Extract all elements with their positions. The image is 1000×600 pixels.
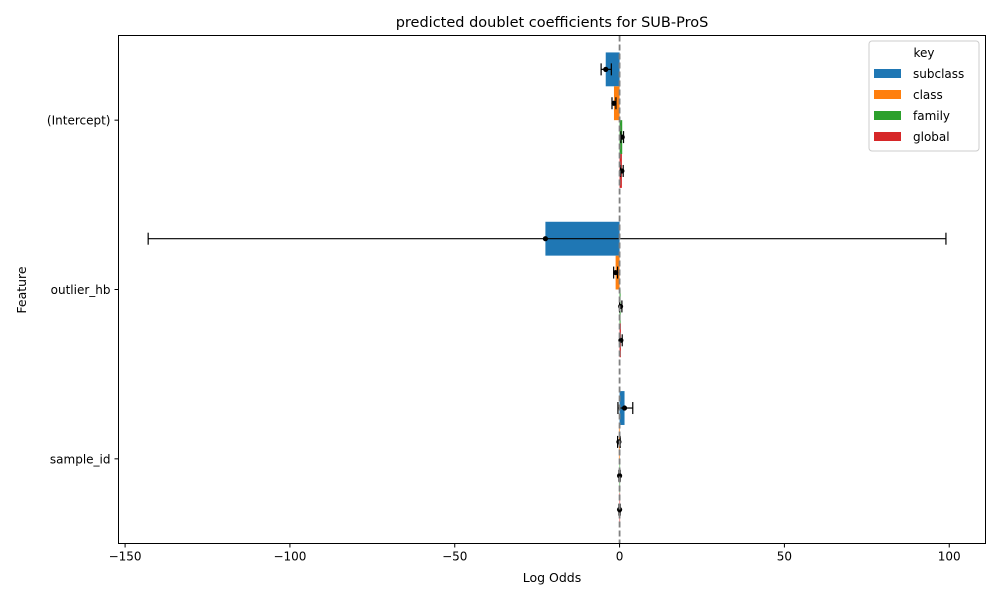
legend-label-subclass: subclass xyxy=(913,67,964,81)
plot-area xyxy=(147,35,947,544)
point-subclass-0 xyxy=(603,66,609,72)
y-tick-label: (Intercept) xyxy=(47,114,111,128)
y-tick-label: outlier_hb xyxy=(51,283,111,297)
point-class-1 xyxy=(613,269,619,276)
point-global-2 xyxy=(616,507,623,513)
x-tick-label: −50 xyxy=(442,550,467,564)
axes: −150 −100 −50 0 50 100 (Intercept) outlier_hbsa… xyxy=(47,114,961,564)
legend-swatch-class xyxy=(874,90,901,99)
point-subclass-1 xyxy=(542,236,549,242)
x-axis-label: Log Odds xyxy=(523,570,582,585)
y-axis-label: Feature xyxy=(14,266,29,314)
legend-title: key xyxy=(913,46,934,60)
chart-title: predicted doublet coefficients for SUB-P… xyxy=(396,15,709,31)
point-global-0 xyxy=(619,168,625,174)
legend-swatch-global xyxy=(874,132,901,141)
point-subclass-2 xyxy=(621,405,628,411)
x-tick-label: −150 xyxy=(109,550,142,564)
x-tick-label: 0 xyxy=(616,550,624,564)
bar-class-0 xyxy=(613,86,620,121)
legend: key subclass class family global xyxy=(868,40,980,152)
legend-box xyxy=(868,40,980,152)
legend-label-class: class xyxy=(913,88,943,102)
bar-subclass-0 xyxy=(605,52,620,87)
x-tick-label: −100 xyxy=(273,550,306,564)
plot-frame xyxy=(118,35,986,544)
point-family-0 xyxy=(619,134,625,140)
legend-label-family: family xyxy=(913,109,950,123)
legend-swatch-family xyxy=(874,111,901,120)
legend-swatch-subclass xyxy=(874,69,901,78)
point-class-0 xyxy=(611,100,617,106)
point-family-2 xyxy=(616,473,623,479)
x-tick-label: 100 xyxy=(938,550,961,564)
x-tick-label: 50 xyxy=(777,550,792,564)
legend-label-global: global xyxy=(913,130,950,144)
y-tick-label: sample_id xyxy=(50,452,111,466)
